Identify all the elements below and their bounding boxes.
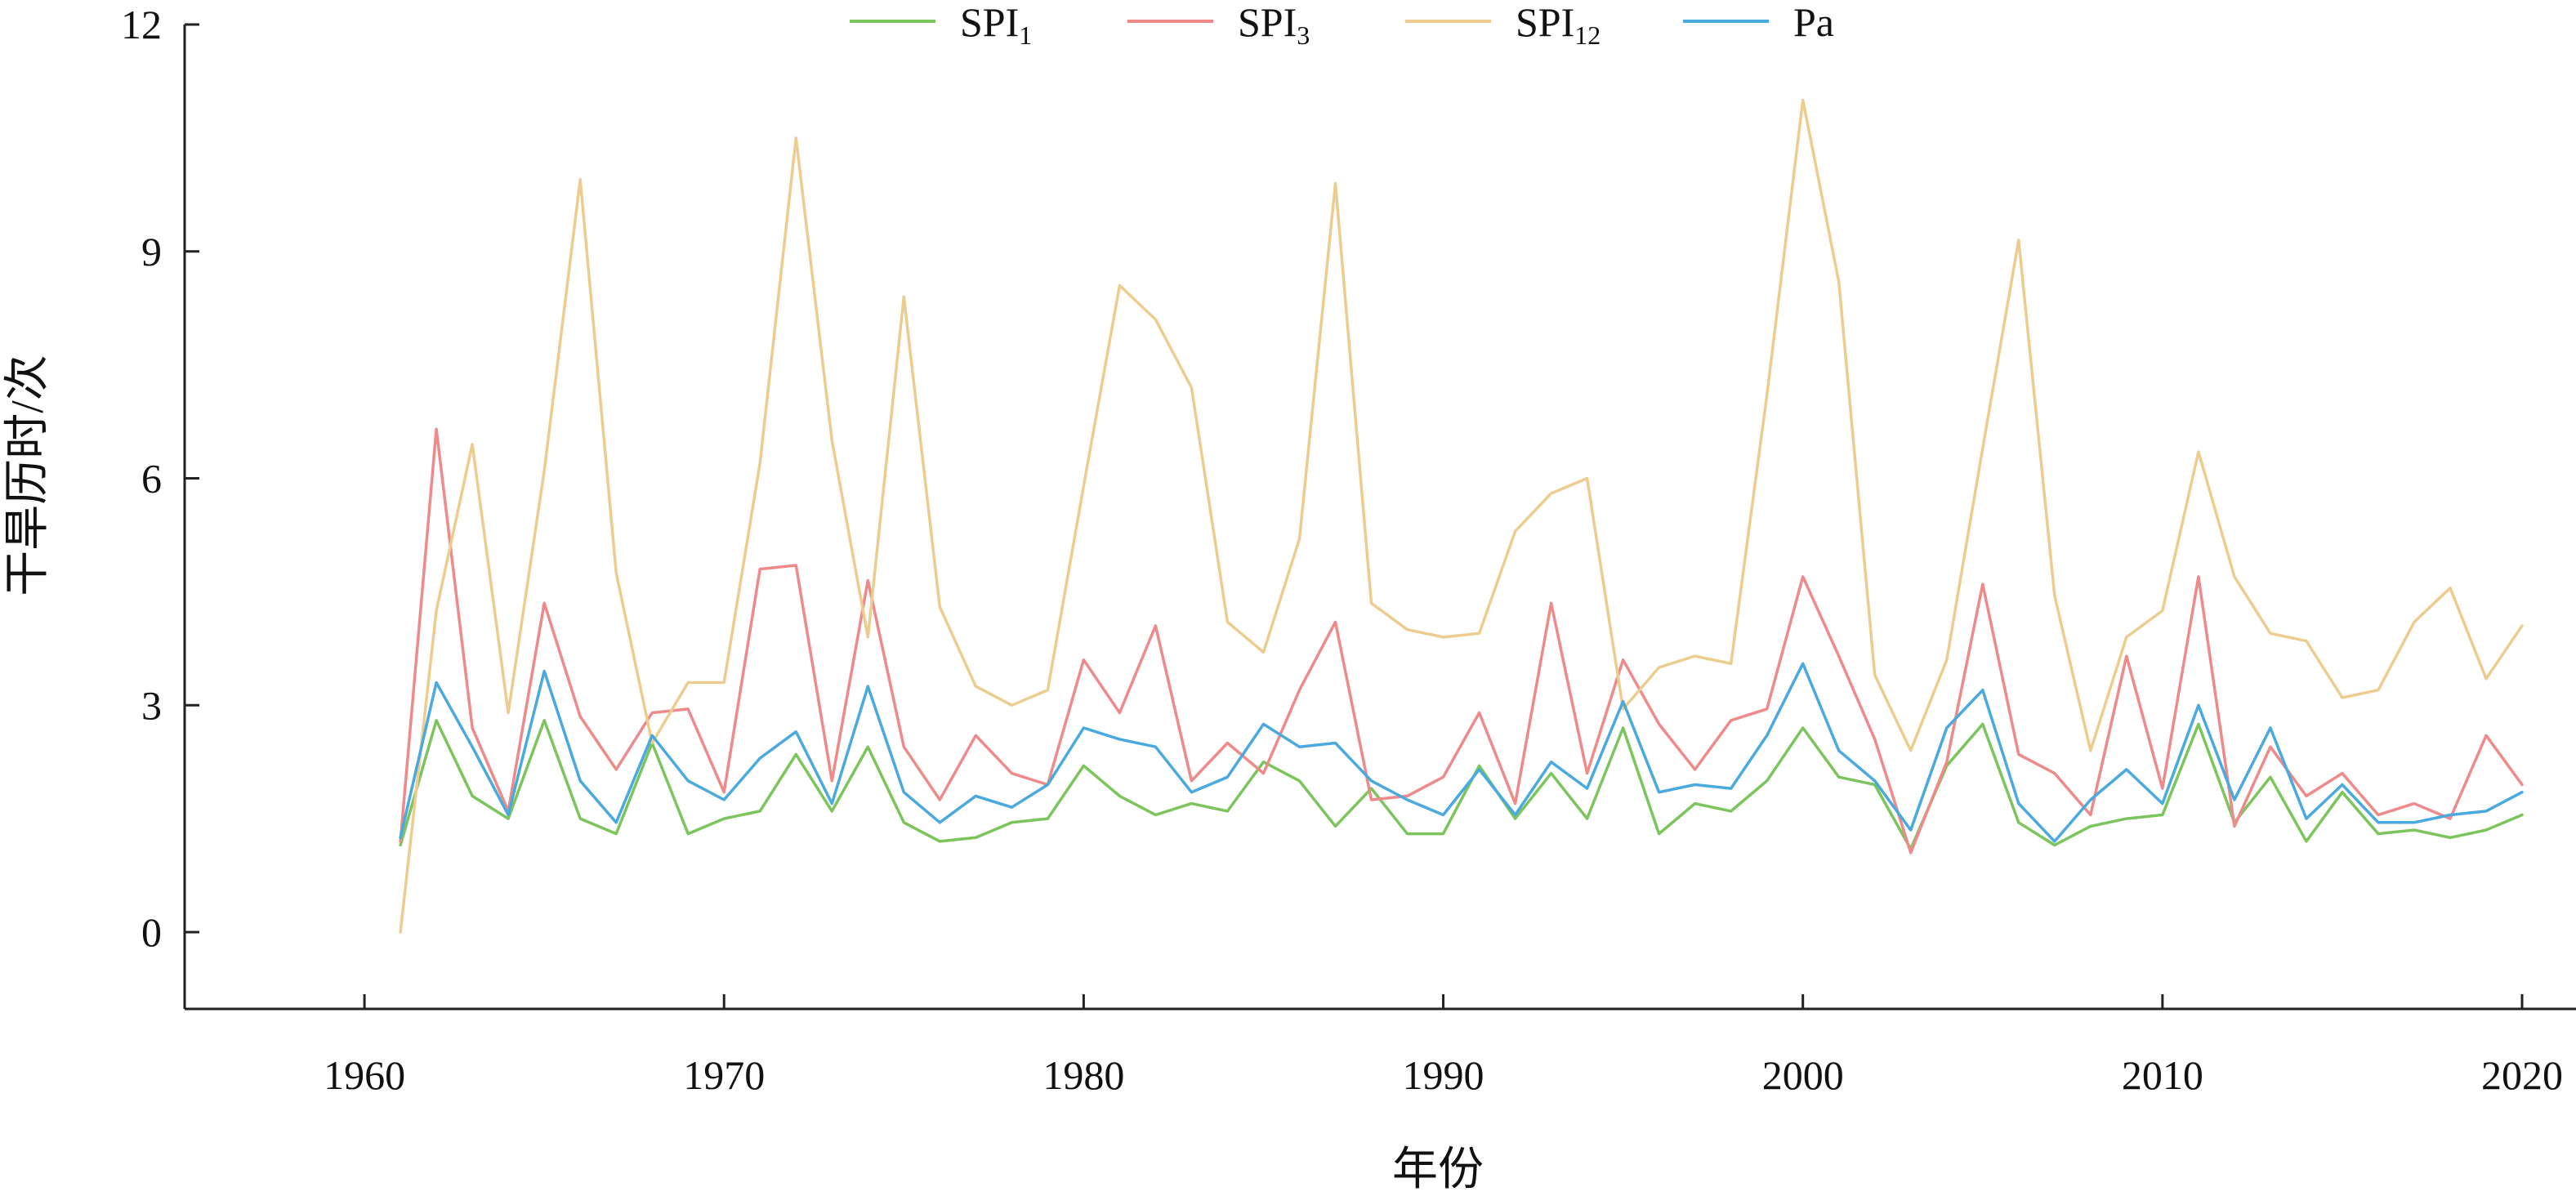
y-tick-label: 9 — [141, 229, 162, 274]
x-tick-label: 1990 — [1403, 1052, 1484, 1098]
series-line-spi3 — [399, 427, 2524, 855]
y-tick-label: 3 — [141, 682, 162, 728]
x-tick-label: 2010 — [2122, 1052, 2203, 1098]
legend-entry: SPI3 — [1127, 0, 1310, 50]
axes — [183, 25, 2576, 1011]
legend-label-subscript: 3 — [1297, 20, 1310, 50]
legend-label-subscript: 12 — [1574, 20, 1601, 50]
x-tick-label: 2020 — [2481, 1052, 2563, 1098]
y-axis-title: 干旱历时/次 — [2, 355, 53, 596]
legend-entry: SPI12 — [1405, 0, 1601, 50]
legend-label: SPI1 — [960, 0, 1032, 50]
legend-entry: SPI1 — [850, 0, 1032, 50]
legend-label-subscript: 1 — [1019, 20, 1032, 50]
x-axis-title: 年份 — [1392, 1145, 1484, 1195]
legend-label: Pa — [1793, 0, 1834, 45]
y-tick-label: 0 — [141, 909, 162, 955]
series-lines — [399, 98, 2524, 934]
legend-label: SPI3 — [1238, 0, 1310, 50]
legend: SPI1 SPI3 SPI12 Pa — [850, 0, 1834, 50]
legend-label: SPI12 — [1516, 0, 1601, 50]
x-tick-label: 1980 — [1042, 1052, 1124, 1098]
x-tick-label: 2000 — [1762, 1052, 1844, 1098]
series-line-spi1 — [399, 719, 2524, 850]
series-line-spi12 — [399, 98, 2524, 934]
y-tick-label: 6 — [141, 456, 162, 502]
series-line-pa — [399, 662, 2524, 843]
x-tick-label: 1970 — [683, 1052, 765, 1098]
x-tick-label: 1960 — [324, 1052, 405, 1098]
ticks: 1960 1970 1980 1990 2000 2010 2020 0 3 6 9 12 — [121, 2, 2563, 1098]
y-tick-label: 12 — [121, 2, 162, 47]
legend-entry: Pa — [1683, 0, 1834, 45]
